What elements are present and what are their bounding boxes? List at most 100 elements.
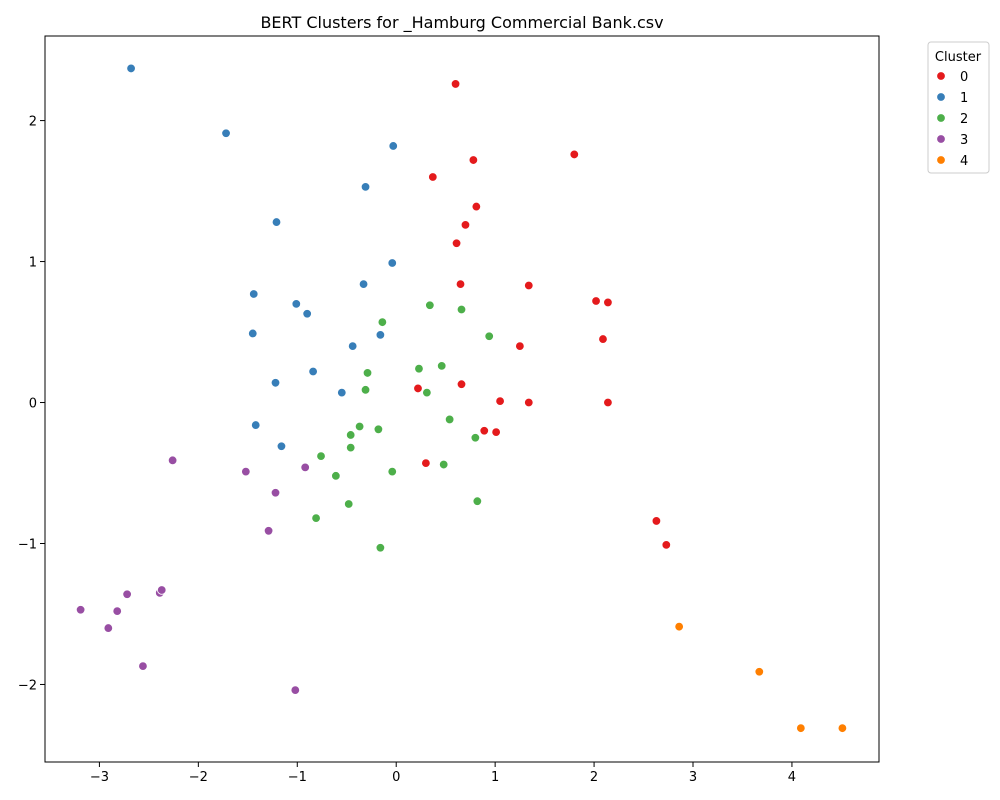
data-point	[291, 299, 301, 309]
legend: Cluster 0 1 2 3 4	[927, 41, 990, 174]
data-point	[331, 471, 341, 481]
data-point	[837, 723, 848, 733]
data-point	[126, 63, 136, 74]
data-point	[270, 488, 281, 498]
data-point	[241, 466, 251, 477]
data-point	[387, 466, 397, 477]
data-point	[422, 387, 432, 398]
data-point	[122, 589, 132, 599]
data-point	[377, 317, 388, 327]
data-point	[524, 397, 534, 408]
data-point	[344, 499, 354, 509]
data-point	[413, 383, 423, 394]
data-point	[603, 297, 613, 308]
data-point	[414, 363, 424, 374]
data-point	[468, 155, 479, 165]
data-point	[360, 182, 371, 192]
data-point	[495, 396, 505, 406]
data-point	[362, 368, 373, 378]
x-tick-label: −2	[189, 770, 208, 785]
data-point	[358, 279, 369, 289]
legend-entries: 0 1 2 3 4	[936, 70, 968, 169]
data-point	[455, 279, 466, 289]
data-point	[425, 300, 435, 310]
y-tick-label: 2	[29, 115, 37, 130]
data-point	[479, 426, 489, 436]
y-tick-label: −1	[18, 537, 37, 552]
data-point	[103, 623, 114, 633]
data-point	[375, 330, 386, 340]
data-point	[450, 79, 461, 89]
data-point	[796, 723, 806, 733]
data-point	[491, 427, 501, 437]
data-point	[471, 201, 482, 212]
data-point	[484, 331, 494, 341]
chart-title: BERT Clusters for _Hamburg Commercial Ba…	[260, 13, 663, 33]
data-points	[75, 63, 848, 733]
data-point	[346, 442, 356, 453]
data-point	[248, 328, 258, 339]
data-point	[470, 433, 481, 443]
plot-frame	[44, 35, 880, 763]
data-point	[347, 341, 358, 351]
data-point	[138, 661, 148, 671]
x-tick-label: −1	[288, 770, 307, 785]
data-point	[271, 217, 282, 227]
data-point	[263, 526, 274, 536]
data-point	[591, 296, 601, 306]
data-point	[302, 309, 312, 319]
series-1	[126, 63, 398, 451]
legend-marker	[936, 134, 946, 144]
data-point	[316, 451, 326, 461]
legend-label: 2	[960, 112, 968, 127]
data-point	[157, 585, 167, 595]
series-0	[413, 79, 671, 550]
data-point	[221, 128, 231, 138]
series-4	[674, 621, 848, 733]
data-point	[524, 280, 534, 291]
legend-label: 3	[960, 133, 968, 148]
series-2	[311, 300, 494, 553]
data-point	[661, 540, 671, 550]
data-point	[375, 543, 386, 553]
data-point	[444, 414, 455, 425]
data-point	[75, 605, 86, 615]
data-point	[290, 685, 300, 695]
legend-title: Cluster	[935, 50, 982, 65]
axes: −3 −2 −1 0 1 2 3 4 −2 −1 0 1 2	[18, 35, 880, 785]
data-point	[515, 341, 525, 351]
data-point	[460, 220, 471, 230]
data-point	[387, 258, 397, 268]
data-point	[603, 397, 613, 408]
data-point	[270, 378, 281, 388]
series-3	[75, 455, 310, 695]
data-point	[456, 379, 467, 389]
data-point	[437, 361, 447, 371]
data-point	[388, 141, 398, 151]
data-point	[112, 606, 122, 616]
data-point	[311, 513, 321, 523]
data-point	[167, 455, 178, 466]
data-point	[308, 366, 318, 377]
data-point	[754, 667, 764, 677]
x-tick-label: 0	[392, 770, 400, 785]
x-tick-label: 3	[689, 770, 697, 785]
legend-marker	[936, 155, 946, 165]
y-tick-label: −2	[18, 678, 37, 693]
data-point	[354, 421, 365, 432]
legend-marker	[936, 71, 946, 81]
data-point	[249, 289, 259, 299]
x-tick-label: −3	[90, 770, 109, 785]
legend-label: 1	[960, 91, 968, 106]
data-point	[438, 459, 449, 470]
data-point	[251, 420, 261, 430]
data-point	[456, 304, 467, 315]
data-point	[300, 462, 310, 473]
data-point	[360, 385, 371, 395]
y-tick-label: 0	[29, 397, 37, 412]
data-point	[598, 334, 608, 344]
legend-label: 4	[960, 154, 968, 169]
data-point	[421, 458, 431, 468]
data-point	[337, 387, 347, 398]
legend-marker	[936, 113, 946, 123]
